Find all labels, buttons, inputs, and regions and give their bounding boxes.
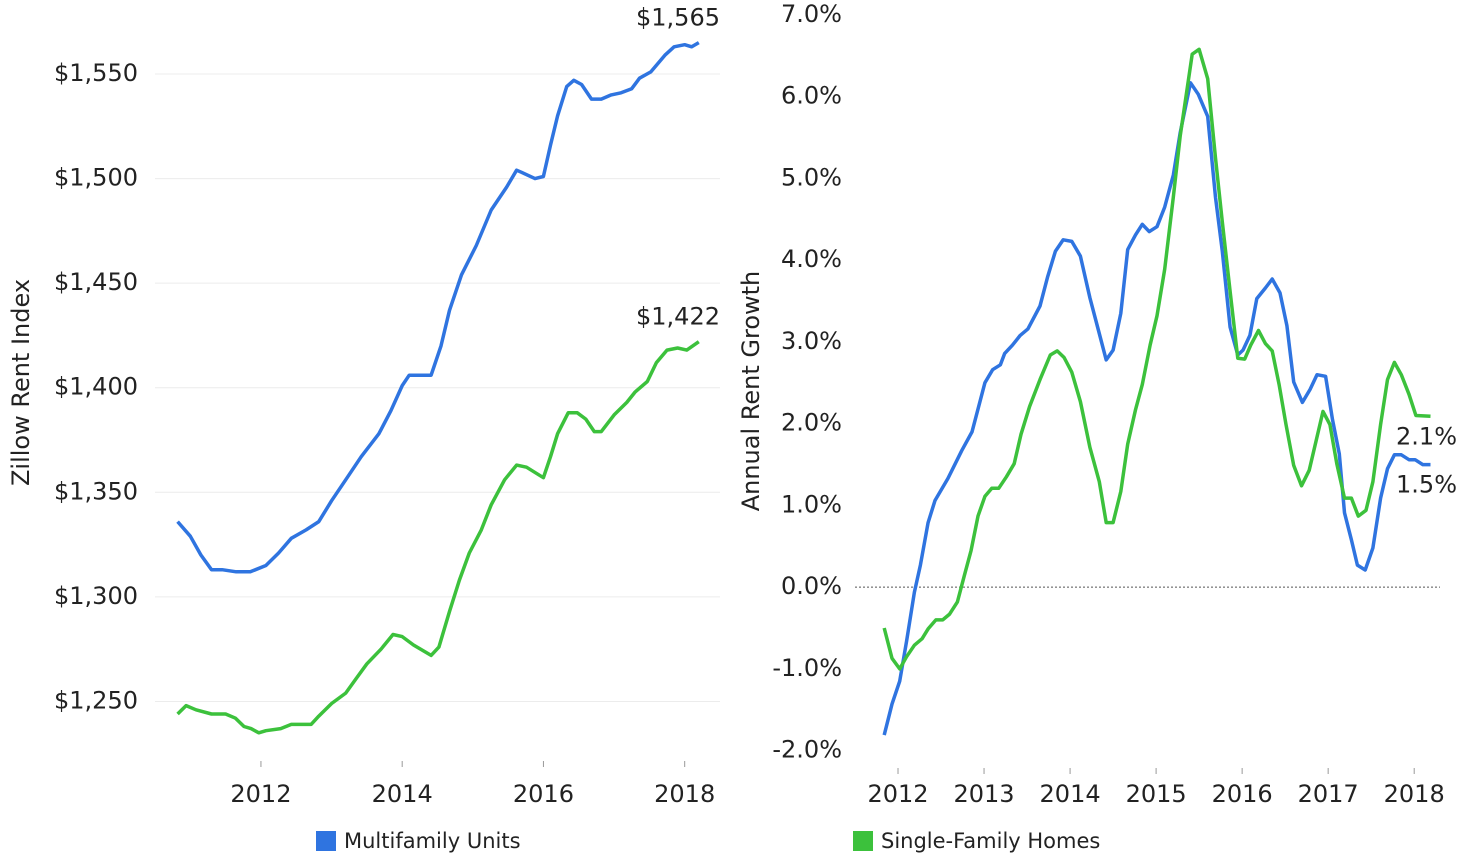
- y-tick-label: $1,250: [54, 686, 138, 714]
- y-axis-title: Annual Rent Growth: [737, 271, 765, 512]
- line-series: [882, 81, 1431, 736]
- x-tick-label: 2017: [1298, 780, 1359, 808]
- x-tick-label: 2013: [954, 780, 1015, 808]
- y-tick-label: 6.0%: [781, 82, 842, 110]
- y-tick-label: $1,400: [54, 373, 138, 401]
- y-tick-label: -2.0%: [772, 736, 842, 764]
- x-tick-label: 2018: [1384, 780, 1445, 808]
- data-label: 1.5%: [1396, 471, 1457, 499]
- legend-label: Multifamily Units: [344, 829, 521, 853]
- x-tick-label: 2012: [230, 780, 291, 808]
- y-axis-title: Zillow Rent Index: [7, 279, 35, 486]
- y-tick-label: $1,500: [54, 164, 138, 192]
- legend-swatch: [316, 831, 336, 851]
- y-tick-label: -1.0%: [772, 654, 842, 682]
- line-series: [176, 41, 700, 574]
- y-tick-label: 1.0%: [781, 490, 842, 518]
- y-tick-label: $1,350: [54, 477, 138, 505]
- y-tick-label: 0.0%: [781, 572, 842, 600]
- data-label: $1,422: [636, 303, 720, 331]
- x-tick-label: 2014: [372, 780, 433, 808]
- data-label: 2.1%: [1396, 422, 1457, 450]
- legend-swatch: [853, 831, 873, 851]
- legend-label: Single-Family Homes: [881, 829, 1100, 853]
- x-tick-label: 2012: [867, 780, 928, 808]
- y-tick-label: $1,550: [54, 59, 138, 87]
- x-tick-label: 2015: [1126, 780, 1187, 808]
- x-tick-label: 2018: [654, 780, 715, 808]
- y-tick-label: $1,300: [54, 582, 138, 610]
- x-tick-label: 2016: [1212, 780, 1273, 808]
- line-series: [176, 340, 700, 735]
- y-tick-label: 3.0%: [781, 327, 842, 355]
- y-tick-label: $1,450: [54, 268, 138, 296]
- data-label: $1,565: [636, 4, 720, 32]
- x-tick-label: 2014: [1040, 780, 1101, 808]
- line-series: [882, 47, 1431, 671]
- y-tick-label: 7.0%: [781, 0, 842, 28]
- y-tick-label: 5.0%: [781, 163, 842, 191]
- y-tick-label: 4.0%: [781, 245, 842, 273]
- y-tick-label: 2.0%: [781, 409, 842, 437]
- x-tick-label: 2016: [513, 780, 574, 808]
